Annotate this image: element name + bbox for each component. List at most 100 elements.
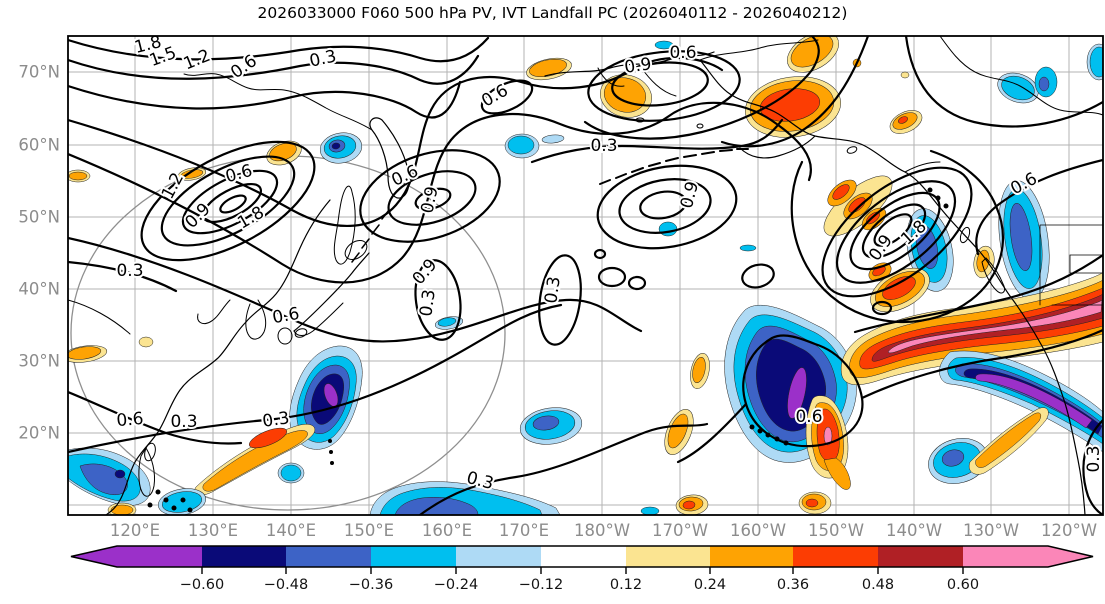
colorbar-tick-label: −0.36 <box>349 577 393 593</box>
coastline <box>981 257 1005 294</box>
pv-contour <box>418 422 709 515</box>
domain-circle <box>70 155 506 511</box>
pv-contour <box>219 194 247 214</box>
shading-patch <box>975 412 1042 468</box>
shading-patch <box>640 506 660 515</box>
colorbar-segment <box>963 546 1048 567</box>
pv-contour <box>596 164 738 250</box>
colorbar-right-arrow <box>1048 546 1093 567</box>
island-dot <box>749 424 755 430</box>
colorbar-tick-label: −0.48 <box>264 577 308 593</box>
coastline <box>105 199 331 515</box>
shading-patch <box>507 135 535 155</box>
island-outline <box>277 327 293 345</box>
island-dot <box>187 507 193 513</box>
pv-contour <box>676 402 748 464</box>
shading-patch <box>1089 46 1103 78</box>
coastline <box>245 299 267 340</box>
pv-contour <box>593 248 607 260</box>
shading-patch <box>667 413 689 449</box>
pv-contour <box>68 260 178 293</box>
pv-contour <box>414 259 462 341</box>
lat-tick-label: 40°N <box>18 280 60 299</box>
contour-label: 0.3 <box>416 288 440 318</box>
contour-label: 0.9 <box>623 54 653 78</box>
coastline <box>183 73 373 131</box>
lat-tick-label: 70°N <box>18 63 60 82</box>
contour-label: 0.9 <box>677 179 703 210</box>
contour-label: 0.6 <box>271 304 301 328</box>
contour-label: 1.2 <box>181 46 214 75</box>
shading-patch <box>249 427 287 449</box>
colorbar-layer: −0.60 −0.48 −0.36 −0.24 −0.12 0.12 0.24 0.36 0.4… <box>70 545 1094 593</box>
coastline <box>293 302 344 336</box>
shading-patch <box>437 317 457 327</box>
island-outline <box>144 442 156 462</box>
pv-contour <box>871 300 893 316</box>
coastline <box>1039 224 1103 306</box>
colorbar-tick-label: 0.48 <box>862 577 894 593</box>
pv-contour <box>530 118 784 164</box>
pv-contour <box>538 254 582 346</box>
colorbar-segment <box>117 546 202 567</box>
shading-patch <box>805 498 819 508</box>
colorbar-outline <box>70 545 1094 568</box>
shading-patch <box>882 276 916 300</box>
lon-tick-label: 170°E <box>499 521 549 540</box>
pv-contour <box>904 36 1103 128</box>
shading-patch <box>871 293 1103 362</box>
pv-contour <box>587 50 741 122</box>
island-outline <box>959 226 971 244</box>
colorbar-tick-label: −0.24 <box>434 577 478 593</box>
shading-patch <box>1009 203 1033 271</box>
pv-contour <box>835 180 957 284</box>
colorbar-tick-label: 0.36 <box>777 577 809 593</box>
shading-patch <box>68 171 88 181</box>
colorbar-segment <box>202 546 286 567</box>
pv-contour <box>597 266 627 288</box>
shading-patch <box>941 449 965 467</box>
coastline <box>739 135 816 159</box>
pv-contour <box>853 253 1103 334</box>
shading-patch <box>280 464 302 482</box>
shading-patch <box>541 134 565 144</box>
coastline <box>904 161 941 173</box>
colorbar-segment <box>286 546 371 567</box>
shading-patch <box>202 430 308 492</box>
shading-patch <box>1038 76 1050 92</box>
colorbar-segment <box>541 546 626 567</box>
coastline <box>597 67 625 87</box>
lat-tick-label: 60°N <box>18 136 60 155</box>
pv-contour <box>583 36 820 140</box>
map-layer-cont <box>68 36 1103 515</box>
lon-tick-label: 170°W <box>652 521 708 540</box>
island-outline <box>294 328 308 338</box>
shading-patch <box>654 40 674 50</box>
shading-patch <box>898 116 908 124</box>
island-outline <box>696 123 704 129</box>
map-layer-circle <box>70 155 506 511</box>
pv-contour <box>618 178 712 234</box>
shading-patch <box>682 500 696 510</box>
coastline <box>68 299 131 335</box>
lat-tick-label: 20°N <box>18 424 60 443</box>
shading-patch <box>832 184 850 200</box>
pv-contour <box>480 79 534 115</box>
island-dot <box>163 497 169 503</box>
lon-tick-label: 160°W <box>730 521 786 540</box>
lon-tick-label: 140°W <box>886 521 942 540</box>
coastline <box>1069 254 1103 274</box>
lon-tick-label: 120°E <box>110 521 160 540</box>
axis-layer: 70°N 60°N 50°N 40°N 30°N 20°N 120°E 130°E 140°E 1… <box>18 63 1097 541</box>
coastline <box>639 65 677 97</box>
island-outline <box>344 239 368 261</box>
coastline <box>351 209 390 263</box>
contour-label: 0.6 <box>669 43 696 63</box>
shading-patch <box>823 457 851 490</box>
pv-contour <box>160 155 296 247</box>
contour-label: 0.3 <box>308 46 339 71</box>
lon-tick-label: 130°E <box>188 521 238 540</box>
pv-contour <box>821 166 973 298</box>
pv-contour <box>741 263 775 289</box>
shading-patch <box>114 469 126 479</box>
